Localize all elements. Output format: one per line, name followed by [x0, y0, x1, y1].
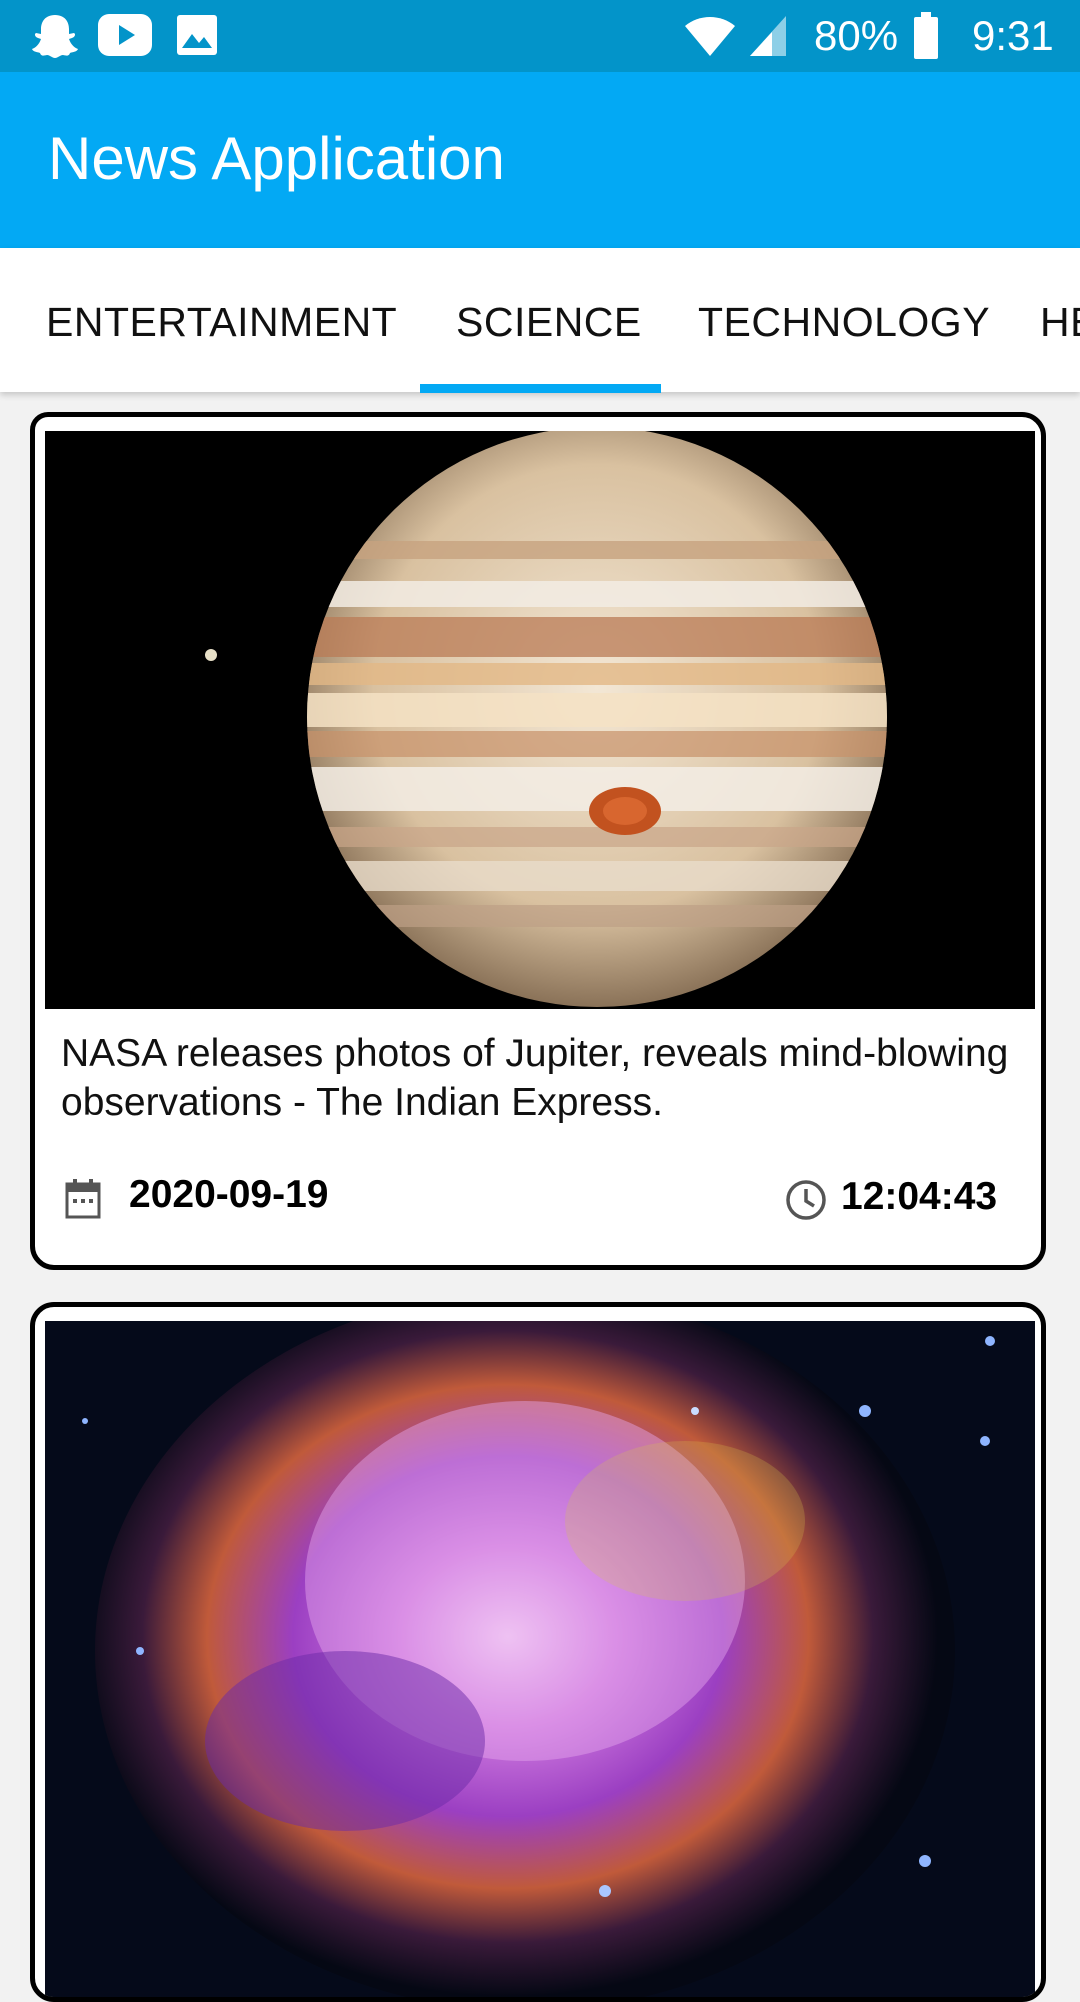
snapchat-icon [32, 15, 78, 58]
tab-science[interactable]: SCIENCE [456, 299, 642, 345]
selected-tab-indicator [420, 384, 661, 393]
battery-icon [914, 12, 938, 59]
article-title[interactable]: NASA releases photos of Jupiter, reveals… [61, 1032, 1009, 1124]
app-title: News Application [48, 125, 505, 192]
article-card[interactable]: NASA releases photos of Jupiter, reveals… [30, 412, 1046, 1270]
battery-percent: 80% [814, 12, 899, 59]
tab-entertainment[interactable]: ENTERTAINMENT [46, 299, 398, 345]
article-card[interactable] [30, 1302, 1046, 2002]
article-time: 12:04:43 [841, 1175, 998, 1218]
article-image-nebula [45, 1321, 1035, 1997]
article-image-jupiter [45, 431, 1035, 1009]
article-date: 2020-09-19 [129, 1173, 329, 1216]
clock-icon [786, 1180, 826, 1220]
wifi-icon [685, 17, 735, 56]
signal-icon [750, 16, 786, 56]
tab-technology[interactable]: TECHNOLOGY [698, 299, 991, 345]
app-bar: News Application [0, 72, 1080, 248]
calendar-icon [65, 1179, 101, 1219]
gallery-icon [177, 15, 217, 55]
status-bar: 80% 9:31 [0, 0, 1080, 72]
category-tabs: ENTERTAINMENT SCIENCE TECHNOLOGY HE [0, 248, 1080, 392]
youtube-icon [98, 14, 152, 56]
tab-health[interactable]: HE [1040, 299, 1080, 345]
clock: 9:31 [972, 12, 1054, 59]
